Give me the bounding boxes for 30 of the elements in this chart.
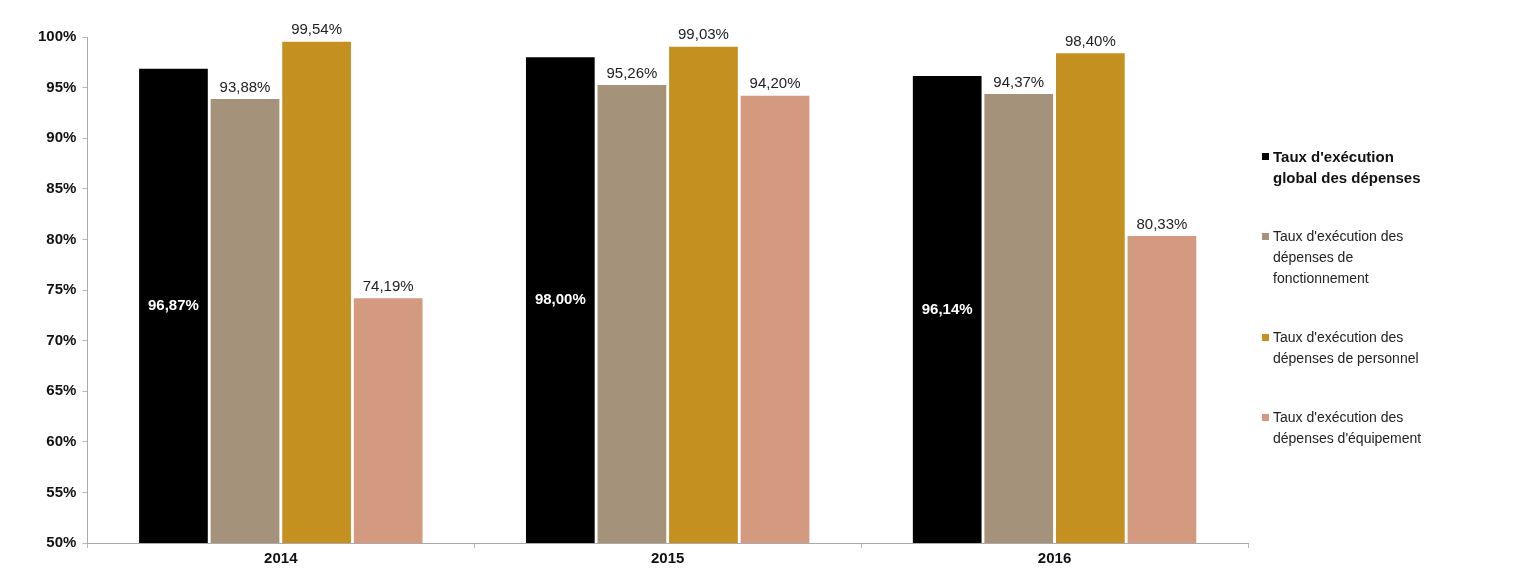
x-tick-label: 2014 (264, 549, 299, 567)
data-label: 94,37% (993, 72, 1045, 90)
legend-label: Taux d'exécution global des dépenses (1273, 147, 1422, 188)
data-label: 93,88% (219, 77, 271, 95)
data-label: 96,14% (921, 299, 973, 317)
y-tick-label: 95% (46, 77, 77, 95)
data-label: 74,19% (362, 276, 414, 294)
x-tick-label: 2015 (650, 549, 685, 567)
data-label: 95,26% (606, 63, 658, 81)
legend-label: Taux d'exécution des dépenses d'équipement (1273, 408, 1423, 448)
y-tick-label: 50% (46, 533, 77, 551)
y-tick-label: 80% (46, 229, 77, 247)
y-tick-label: 60% (46, 431, 77, 449)
data-label: 96,87% (148, 295, 199, 313)
y-tick-label: 75% (46, 280, 77, 298)
data-label: 98,00% (534, 290, 586, 308)
y-tick-label: 65% (46, 381, 77, 399)
data-label: 99,03% (678, 25, 729, 43)
y-tick-label: 55% (46, 482, 77, 500)
y-tick-label: 100% (37, 27, 77, 45)
data-label: 99,54% (291, 20, 343, 38)
y-tick-label: 70% (46, 330, 77, 348)
y-tick-label: 90% (46, 128, 77, 146)
data-label: 80,33% (1136, 214, 1188, 232)
x-tick-label: 2016 (1037, 549, 1072, 567)
data-label: 98,40% (1064, 31, 1116, 49)
data-label: 94,20% (749, 74, 801, 92)
legend-label: Taux d'exécution des dépenses de fonctionnement (1273, 227, 1405, 288)
y-tick-label: 85% (46, 178, 77, 196)
legend-label: Taux d'exécution des dépenses de personnel (1273, 328, 1420, 368)
